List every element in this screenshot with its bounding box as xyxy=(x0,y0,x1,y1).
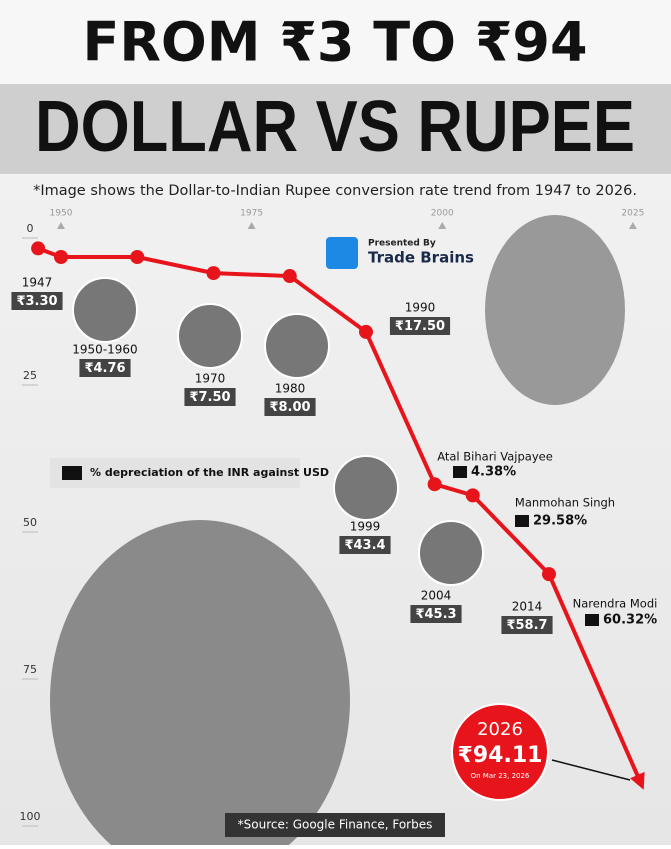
x-tick xyxy=(628,222,637,229)
latest-value: ₹94.11 xyxy=(458,743,543,768)
point xyxy=(130,249,145,264)
x-tick-label: 1950 xyxy=(50,209,73,219)
point-label: 2004 xyxy=(421,589,452,603)
value-box xyxy=(501,616,553,634)
value-label: ₹3.30 xyxy=(16,294,57,309)
brand: Trade Brains xyxy=(368,249,474,267)
depreciation-icon xyxy=(585,614,599,626)
x-tick-label: 2025 xyxy=(621,209,644,219)
x-tick-label: 1975 xyxy=(240,209,263,219)
value-box xyxy=(184,388,236,406)
leader-name: Atal Bihari Vajpayee xyxy=(437,450,553,464)
portraits xyxy=(50,215,625,849)
point-label: 1990 xyxy=(405,301,436,315)
latest-year: 2026 xyxy=(477,719,523,740)
value-box xyxy=(264,398,316,416)
depreciation-icon xyxy=(453,466,467,478)
brand-logo xyxy=(326,237,358,269)
latest-date: On Mar 23, 2026 xyxy=(471,772,530,780)
x-tick xyxy=(57,222,65,229)
value-box xyxy=(389,317,451,335)
latest-badge xyxy=(451,703,549,801)
point xyxy=(282,269,297,284)
value-box xyxy=(11,292,63,310)
depreciation-value: 60.32% xyxy=(603,613,657,628)
y-tick-label: 0 xyxy=(27,222,34,235)
x-tick-label: 2000 xyxy=(431,209,454,219)
value-label: ₹7.50 xyxy=(189,390,230,405)
y-tick-label: 50 xyxy=(23,516,37,529)
source-box xyxy=(225,813,445,837)
y-tick-label: 25 xyxy=(23,369,37,382)
leader-name: Manmohan Singh xyxy=(515,496,615,510)
y-tick-label: 100 xyxy=(20,810,41,823)
headline: DOLLAR VS RUPEE xyxy=(35,87,635,167)
value-box xyxy=(339,536,391,554)
value-label: ₹58.7 xyxy=(506,618,547,633)
value-label: ₹43.4 xyxy=(344,538,385,553)
y-tick-label: 75 xyxy=(23,663,37,676)
point-label: 1980 xyxy=(275,382,306,396)
point xyxy=(359,324,373,339)
depreciation-icon xyxy=(515,515,529,527)
point-label: 2014 xyxy=(512,600,543,614)
headline-band xyxy=(0,84,671,174)
value-box xyxy=(410,605,462,623)
point xyxy=(542,567,556,582)
depreciation-value: 29.58% xyxy=(533,514,587,529)
point-label: 1947 xyxy=(22,276,53,290)
value-label: ₹17.50 xyxy=(395,319,445,334)
x-tick xyxy=(438,222,447,229)
legend-label: % depreciation of the INR against USD xyxy=(90,466,329,479)
line xyxy=(37,246,645,790)
x-tick xyxy=(247,222,256,229)
legend-icon xyxy=(62,466,82,480)
value-label: ₹45.3 xyxy=(415,607,456,622)
source: *Source: Google Finance, Forbes xyxy=(238,818,433,832)
point xyxy=(54,249,68,264)
title: FROM ₹3 TO ₹94 xyxy=(82,11,587,74)
point-label: 1999 xyxy=(350,520,381,534)
value-label: ₹8.00 xyxy=(269,400,310,415)
legend-box xyxy=(50,458,300,488)
leader-name: Narendra Modi xyxy=(573,597,658,611)
point xyxy=(427,477,442,492)
point xyxy=(31,241,46,256)
value-label: ₹4.76 xyxy=(84,361,125,376)
point xyxy=(206,266,221,281)
depreciation-value: 4.38% xyxy=(471,465,516,480)
header-band xyxy=(0,0,671,84)
value-box xyxy=(79,359,131,377)
latest-pointer xyxy=(551,759,631,781)
point-label: 1970 xyxy=(195,372,226,386)
subtitle: *Image shows the Dollar-to-Indian Rupee … xyxy=(33,183,637,199)
presented-by: Presented By xyxy=(368,239,436,249)
point xyxy=(465,488,480,503)
point-label: 1950-1960 xyxy=(72,343,137,357)
